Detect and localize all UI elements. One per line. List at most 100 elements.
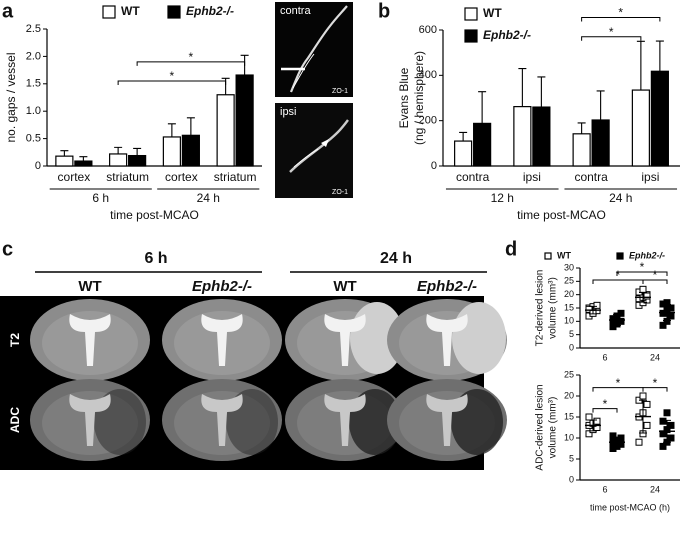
error-bar [60,150,69,157]
error-bar [79,156,88,162]
stain-label: ZO-1 [332,88,348,95]
significance-label: * [603,397,608,411]
sd-bar [613,314,621,326]
significance-label: * [653,376,658,390]
y-tick-label: 15 [564,411,574,421]
error-bar [167,123,176,137]
point [643,421,651,429]
y-axis-label: ADC-derived lesion [535,384,546,470]
sd-bar [613,437,621,447]
mri-image [30,379,150,461]
mri-image [285,299,405,381]
x-axis-label: time post-MCAO [110,208,199,222]
y-tick-label: 20 [564,390,574,400]
y-tick-label: 5 [569,453,574,463]
significance-label: * [616,268,621,282]
bar [532,106,551,167]
significance-label: * [616,376,621,390]
point [635,438,643,446]
bar [74,160,93,167]
y-tick-label: 0 [569,474,574,484]
sd-bar [639,399,647,434]
bar [109,153,128,167]
point [659,442,667,450]
y-tick-label: 1.0 [26,105,41,117]
x-tick-label: cortex [58,170,91,184]
error-bar [636,40,645,91]
x-axis-label: time post-MCAO [517,208,606,222]
panel-label: a [2,0,14,22]
y-tick-label: 200 [419,115,437,127]
significance-label: * [653,268,658,282]
significance-label: * [189,50,194,64]
x-tick-label: 6 [602,352,607,362]
significance-bracket [592,408,618,413]
y-tick-label: 2.5 [26,23,41,35]
group-label: 6 h [92,191,109,205]
bar [216,94,235,167]
x-tick-label: 6 [602,484,607,494]
x-tick-label: striatum [214,170,257,184]
bar [454,140,473,167]
significance-bracket [136,61,246,66]
mri-image [387,299,507,381]
legend-swatch [464,29,478,43]
legend-swatch [102,5,116,19]
mri-image [387,379,507,461]
point [593,301,601,309]
bar [631,89,650,167]
legend-label: Ephb2-/- [483,28,531,42]
y-tick-label: 15 [564,302,574,312]
y-tick-label: 2.0 [26,50,41,62]
y-axis-label: (ng / hemisphere) [412,51,426,145]
legend-label: Ephb2-/- [186,4,234,18]
panel-label: c [2,238,13,260]
lesion [452,302,506,374]
bar [55,155,74,167]
mri-image [162,299,282,381]
significance-label: * [640,260,645,274]
panel-label: d [505,238,517,260]
sd-bar [589,305,597,315]
x-tick-label: ipsi [641,170,659,184]
legend-label: WT [483,6,502,20]
ventricle [69,394,111,446]
y-tick-label: 10 [564,316,574,326]
x-tick-label: contra [574,170,608,184]
point [659,321,667,329]
significance-bracket [616,271,668,276]
y-tick-label: 30 [564,262,574,272]
point [643,292,651,300]
y-axis-label: no. gaps / vessel [4,52,18,142]
panel-label: b [378,0,390,22]
time-header: 6 h [144,250,167,267]
y-tick-label: 0 [569,342,574,352]
point [617,309,625,317]
y-tick-label: 10 [564,432,574,442]
y-axis-label: volume (mm³) [548,397,559,459]
x-tick-label: contra [456,170,490,184]
legend-swatch [616,252,624,260]
y-axis-label: T2-derived lesion [535,270,546,347]
y-tick-label: 400 [419,69,437,81]
point [639,392,647,400]
point [667,434,675,442]
legend-label: WT [121,4,140,18]
group-label: 24 h [609,191,632,205]
point [659,417,667,425]
sd-bar [663,419,671,443]
mri-image [285,379,405,461]
micrograph-label: ipsi [280,106,297,118]
point [609,432,617,440]
y-tick-label: 0.5 [26,133,41,145]
ventricle [324,394,366,446]
legend-swatch [167,5,181,19]
error-bar [577,122,586,134]
mri-image [162,379,282,461]
bar [473,122,492,167]
point [593,417,601,425]
y-tick-label: 1.5 [26,78,41,90]
y-tick-label: 0 [431,160,437,172]
row-label: T2 [8,333,22,347]
